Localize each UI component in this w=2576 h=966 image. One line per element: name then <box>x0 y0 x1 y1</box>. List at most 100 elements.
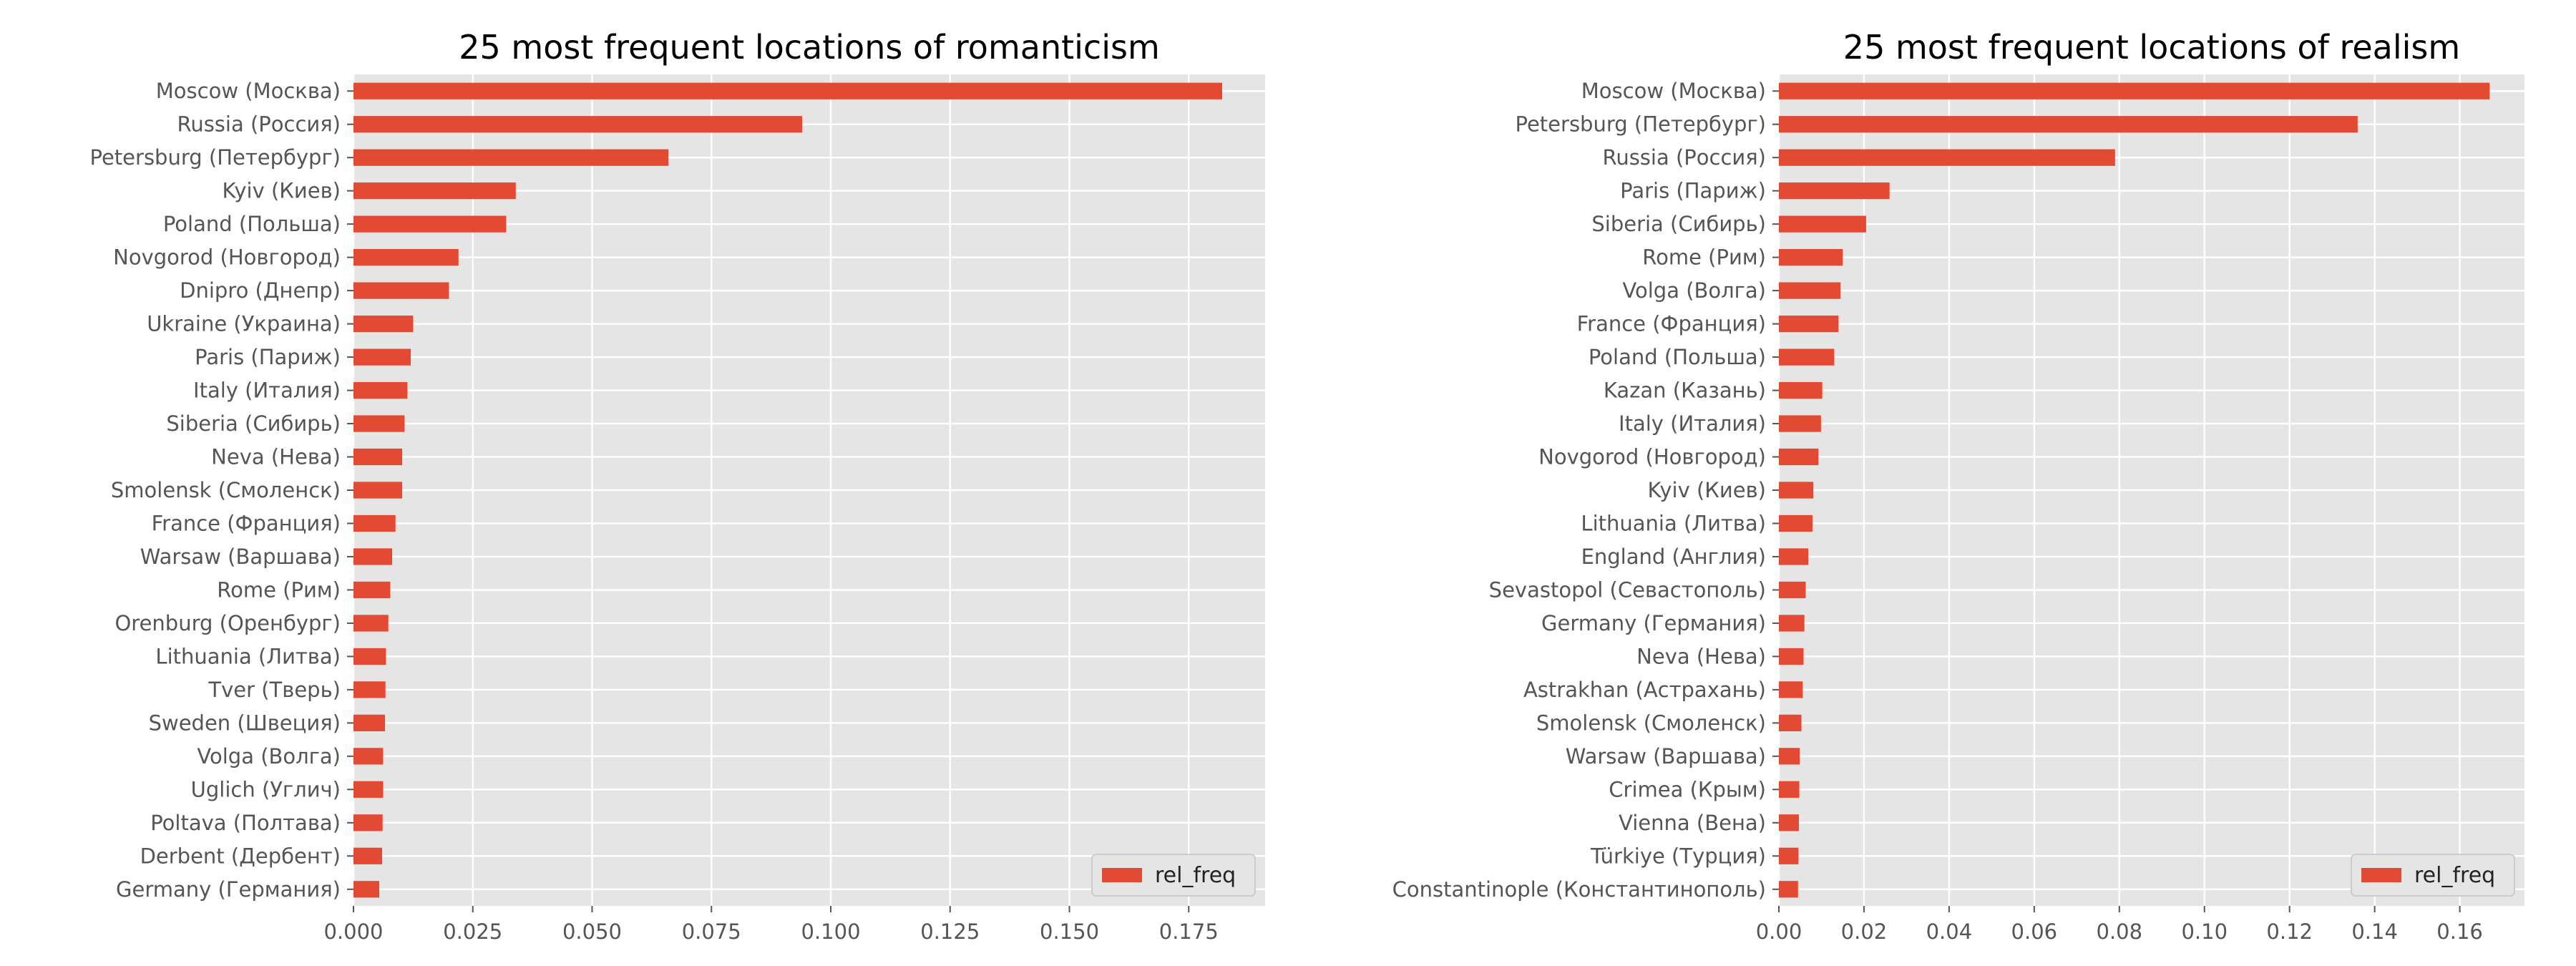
category-label: Dnipro (Днепр) <box>180 278 341 303</box>
bar <box>1779 648 1804 665</box>
category-label: Kyiv (Киев) <box>1647 478 1766 502</box>
bar <box>353 182 516 200</box>
category-label: Neva (Нева) <box>1636 644 1766 668</box>
category-label: Paris (Париж) <box>195 345 341 369</box>
category-label: Uglich (Углич) <box>191 777 341 801</box>
category-label: Warsaw (Варшава) <box>140 545 341 569</box>
x-tick-label: 0.06 <box>2011 919 2058 944</box>
category-label: Derbent (Дербент) <box>140 844 341 868</box>
category-label: Lithuania (Литва) <box>1581 511 1766 535</box>
legend-swatch <box>1102 868 1142 882</box>
bar <box>1779 681 1803 698</box>
x-tick-label: 0.100 <box>801 919 861 944</box>
bar <box>1779 82 2490 99</box>
category-label: Poltava (Полтава) <box>150 811 341 835</box>
bar <box>353 282 449 299</box>
category-label: Lithuania (Литва) <box>155 644 341 668</box>
bar <box>353 748 384 765</box>
bar <box>353 415 405 432</box>
category-label: Smolensk (Смоленск) <box>111 478 341 502</box>
x-tick-label: 0.050 <box>562 919 622 944</box>
category-label: Kazan (Казань) <box>1604 379 1766 403</box>
bar <box>353 881 380 898</box>
legend-swatch <box>2361 868 2401 882</box>
x-tick-label: 0.12 <box>2266 919 2313 944</box>
bar <box>1779 748 1800 765</box>
bar <box>353 315 414 333</box>
category-label: Tver (Тверь) <box>208 678 341 702</box>
category-label: Orenburg (Оренбург) <box>114 611 341 635</box>
bar <box>1779 615 1805 632</box>
category-label: Neva (Нева) <box>211 445 341 469</box>
bar <box>1779 548 1809 565</box>
category-label: Poland (Польша) <box>163 212 341 236</box>
category-label: Novgorod (Новгород) <box>113 245 341 270</box>
category-label: Sweden (Швеция) <box>149 711 341 735</box>
bar <box>353 781 384 798</box>
category-label: Italy (Италия) <box>193 379 341 403</box>
category-label: Russia (Россия) <box>177 112 341 137</box>
category-label: Moscow (Москва) <box>1581 79 1766 103</box>
bar <box>353 714 386 731</box>
bar <box>353 149 669 166</box>
bar <box>1779 714 1802 731</box>
bar <box>1779 482 1814 499</box>
bar <box>353 648 386 665</box>
bar <box>353 514 396 532</box>
bar <box>1779 348 1835 366</box>
category-label: Türkiye (Турция) <box>1590 844 1766 868</box>
bar <box>353 381 408 399</box>
bar <box>353 215 507 233</box>
category-label: Volga (Волга) <box>197 744 341 769</box>
x-tick-label: 0.00 <box>1756 919 1802 944</box>
bar <box>353 348 411 366</box>
bar <box>353 581 391 599</box>
category-label: Petersburg (Петербург) <box>1516 112 1766 137</box>
bar <box>1779 814 1799 831</box>
category-label: Vienna (Вена) <box>1619 811 1766 835</box>
chart-title: 25 most frequent locations of romanticis… <box>459 28 1160 67</box>
x-tick-label: 0.075 <box>682 919 741 944</box>
category-label: Siberia (Сибирь) <box>166 411 341 436</box>
category-label: Astrakhan (Астрахань) <box>1523 678 1766 702</box>
category-label: France (Франция) <box>1577 312 1766 336</box>
x-tick-label: 0.025 <box>443 919 502 944</box>
category-label: Russia (Россия) <box>1602 145 1766 170</box>
bar <box>353 615 389 632</box>
bar <box>1779 415 1821 432</box>
category-label: Warsaw (Варшава) <box>1566 744 1766 769</box>
bar <box>1779 847 1799 864</box>
legend-box <box>2351 854 2515 897</box>
bar <box>1779 182 1890 200</box>
bar <box>353 116 802 133</box>
category-label: France (Франция) <box>152 511 341 535</box>
legend-label: rel_freq <box>2414 863 2495 888</box>
chart-title: 25 most frequent locations of realism <box>1843 28 2460 67</box>
x-tick-label: 0.04 <box>1926 919 1973 944</box>
category-label: Poland (Польша) <box>1589 345 1766 369</box>
bar <box>353 82 1222 99</box>
category-label: Constantinople (Константинополь) <box>1392 877 1766 902</box>
legend-label: rel_freq <box>1155 863 1236 888</box>
category-label: Rome (Рим) <box>217 577 341 602</box>
x-tick-label: 0.125 <box>920 919 980 944</box>
bar <box>1779 215 1866 233</box>
category-label: Siberia (Сибирь) <box>1591 212 1766 236</box>
bar <box>353 814 383 831</box>
chart-romanticism: 0.000 0.025 0.050 0.075 0.100 0.125 0.150 0.175… <box>90 28 1265 944</box>
bar <box>1779 581 1806 599</box>
bar <box>353 448 403 466</box>
x-tick-label: 0.000 <box>323 919 383 944</box>
x-tick-label: 0.10 <box>2181 919 2228 944</box>
bar <box>1779 116 2358 133</box>
bar <box>353 548 393 565</box>
x-tick-label: 0.08 <box>2097 919 2143 944</box>
bar <box>353 249 459 266</box>
category-label: Sevastopol (Севастополь) <box>1489 577 1766 602</box>
bar <box>1779 249 1843 266</box>
bar <box>1779 514 1813 532</box>
bar <box>1779 881 1798 898</box>
bar <box>1779 315 1839 333</box>
category-label: Petersburg (Петербург) <box>90 145 341 170</box>
